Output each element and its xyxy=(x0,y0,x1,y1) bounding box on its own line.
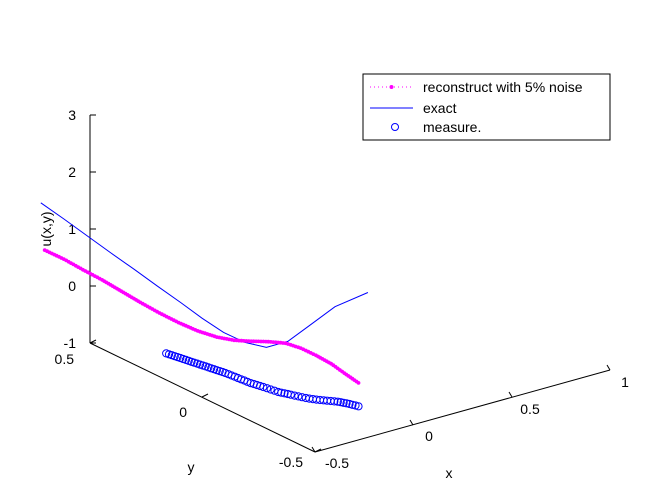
z-tick-label: 0 xyxy=(68,278,76,294)
x-tick-label: 0.5 xyxy=(520,401,540,417)
legend-label-measure: measure. xyxy=(423,119,481,135)
measure-point xyxy=(336,398,345,407)
legend-marker-measure xyxy=(391,123,399,131)
y-tick-mark xyxy=(314,448,322,453)
z-tick-label: 2 xyxy=(68,164,76,180)
x-tick-label: -0.5 xyxy=(325,455,349,471)
z-tick-label: 1 xyxy=(68,221,76,237)
reconstruct-point xyxy=(356,381,361,385)
measure-point xyxy=(286,390,295,399)
legend-label-exact: exact xyxy=(423,100,457,116)
series-layer xyxy=(40,202,369,411)
measure-point xyxy=(330,397,339,406)
measure-point xyxy=(274,387,283,397)
y-tick-label: 0.5 xyxy=(55,351,75,367)
x-axis-label: x xyxy=(446,465,453,481)
x-tick-label: 0 xyxy=(425,428,433,444)
series-line-exact xyxy=(40,202,369,348)
measure-point xyxy=(339,398,348,407)
x-tick-mark xyxy=(606,364,611,371)
legend: reconstruct with 5% noise exact measure. xyxy=(362,73,611,141)
measure-point xyxy=(333,397,342,406)
y-tick-label: 0 xyxy=(179,404,187,420)
measure-point xyxy=(277,388,286,397)
axes: 3 2 1 0 -1 0.5 0 -0.5 -0.5 0 0.5 1 x y u… xyxy=(38,107,629,481)
measure-point xyxy=(348,400,357,409)
x-tick-mark xyxy=(311,446,316,453)
z-tick-label: 3 xyxy=(68,107,76,123)
x-tick-mark xyxy=(409,419,414,426)
measure-point xyxy=(266,385,275,394)
x-tick-label: 1 xyxy=(621,374,629,390)
measure-point xyxy=(342,399,351,408)
y-axis-label: y xyxy=(188,459,195,475)
y-axis-line xyxy=(89,342,316,453)
measure-point xyxy=(280,389,289,398)
y-tick-mark xyxy=(201,393,209,398)
x-axis-line xyxy=(314,369,611,453)
measure-point xyxy=(262,384,272,393)
measure-point xyxy=(294,392,303,401)
y-tick-label: -0.5 xyxy=(279,454,303,470)
y-tick-mark xyxy=(89,339,97,344)
x-tick-mark xyxy=(508,391,513,398)
measure-point xyxy=(354,402,363,411)
legend-box xyxy=(362,73,611,141)
legend-marker-reconstruct xyxy=(389,85,394,89)
legend-label-reconstruct: reconstruct with 5% noise xyxy=(423,79,583,95)
measure-point xyxy=(290,391,299,400)
measure-point xyxy=(259,382,268,392)
z-axis-label: u(x,y) xyxy=(38,212,54,247)
series-line-reconstruct xyxy=(44,249,359,384)
z-tick-label: -1 xyxy=(64,335,77,351)
measure-point xyxy=(351,401,360,410)
measure-point xyxy=(345,399,354,409)
